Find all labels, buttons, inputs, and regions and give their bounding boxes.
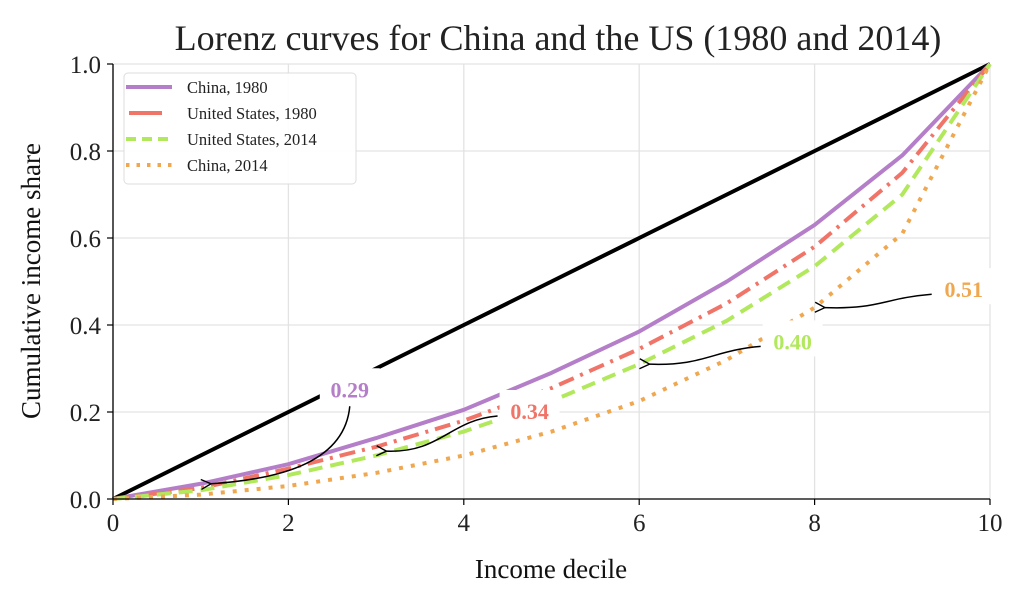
x-tick-label: 2 <box>282 510 295 537</box>
series-line-china-2014 <box>112 63 992 501</box>
y-tick-label: 0.8 <box>70 139 101 166</box>
y-tick-label: 1.0 <box>70 52 101 79</box>
x-axis-label: Income decile <box>475 554 627 584</box>
tick-labels: 0 2 4 6 8 10 0.0 0.2 0.4 0.6 0.8 1.0 <box>70 52 1003 537</box>
annotation-label: 0.29 <box>331 377 370 402</box>
series-line-united-states-1980 <box>112 62 992 501</box>
annotation-label: 0.40 <box>773 329 812 354</box>
annotation-background <box>319 368 380 405</box>
x-tick-label: 6 <box>633 510 646 537</box>
annotation-arrow <box>825 293 932 308</box>
y-tick-label: 0.4 <box>70 313 102 340</box>
legend-box <box>123 72 357 185</box>
annotation-label: 0.51 <box>944 277 983 302</box>
y-tick-label: 0.6 <box>70 226 101 253</box>
x-tick-label: 0 <box>107 510 120 537</box>
annotation-background <box>762 320 823 357</box>
legend-label: China, 1980 <box>187 78 268 97</box>
x-tick-label: 8 <box>808 510 821 537</box>
chart-title: Lorenz curves for China and the US (1980… <box>175 18 942 58</box>
x-tick-label: 10 <box>978 510 1003 537</box>
annotation-arrow <box>386 415 498 451</box>
annotation-arrow <box>211 406 351 484</box>
annotations: 0.29 0.34 0.40 0.51 <box>211 268 994 484</box>
legend: China, 1980 United States, 1980 United Sta… <box>123 72 357 185</box>
series-line-china-1980 <box>112 62 992 501</box>
axes <box>107 63 991 505</box>
y-tick-label: 0.0 <box>70 487 101 514</box>
annotation-background <box>933 268 994 305</box>
legend-label: China, 2014 <box>187 156 268 175</box>
legend-label: United States, 1980 <box>187 104 317 123</box>
legend-label: United States, 2014 <box>187 130 317 149</box>
line-of-equality <box>112 62 991 501</box>
y-tick-label: 0.2 <box>70 400 101 427</box>
annotation-arrow <box>650 345 761 364</box>
annotation-label: 0.34 <box>510 399 549 424</box>
annotation-background <box>499 390 560 426</box>
x-tick-label: 4 <box>458 510 471 537</box>
y-axis-label: Cumulative income share <box>16 143 46 419</box>
